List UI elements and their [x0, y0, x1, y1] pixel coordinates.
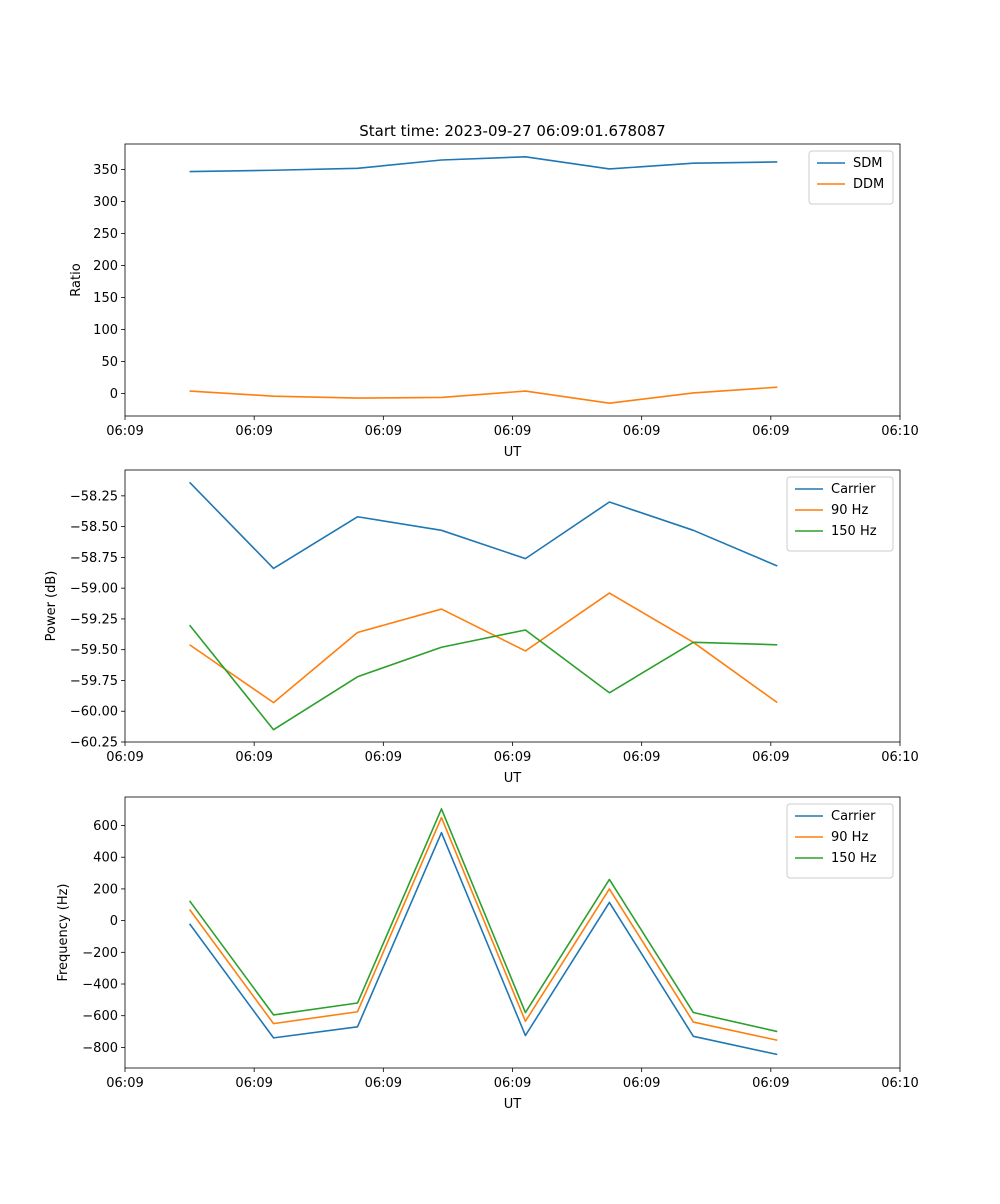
y-tick-label: 0 [110, 387, 118, 402]
series-line-150-hz [188, 808, 778, 1033]
y-tick-label: −800 [82, 1041, 118, 1056]
y-tick-label: 100 [93, 323, 118, 338]
y-tick-label: −200 [82, 946, 118, 961]
y-tick-label: −400 [82, 978, 118, 993]
legend: SDM DDM [808, 150, 894, 205]
x-axis-label: UT [504, 771, 522, 786]
y-tick-label: −59.75 [70, 674, 118, 689]
legend-entry: 150 Hz [831, 851, 877, 866]
y-tick-label: 0 [110, 914, 118, 929]
series-line-carrier [189, 481, 778, 570]
x-tick-label: 06:09 [752, 750, 789, 765]
series-line-carrier [188, 831, 778, 1056]
y-tick-label: 200 [93, 882, 118, 897]
axes-frame [124, 469, 901, 743]
y-tick-label: 150 [93, 291, 118, 306]
legend: Carrier 90 Hz 150 Hz [786, 476, 894, 552]
x-tick-label: 06:09 [106, 750, 143, 765]
x-tick-label: 06:09 [752, 424, 789, 439]
legend-entry: 90 Hz [831, 830, 868, 845]
x-tick-label: 06:09 [365, 750, 402, 765]
x-tick-label: 06:09 [494, 424, 531, 439]
x-axis-label: UT [504, 445, 522, 460]
x-tick-label: 06:10 [881, 424, 918, 439]
y-tick-label: −58.50 [70, 520, 118, 535]
x-tick-label: 06:09 [494, 1076, 531, 1091]
y-tick-label: −59.25 [70, 612, 118, 627]
y-tick-label: −59.50 [70, 643, 118, 658]
x-axis-label: UT [504, 1097, 522, 1112]
legend-entry: 90 Hz [831, 503, 868, 518]
y-tick-label: −60.25 [70, 736, 118, 751]
legend-frame [786, 803, 894, 879]
axes-frame [124, 796, 901, 1069]
y-axis-label: Frequency (Hz) [56, 883, 71, 981]
subplot-3: 06:09 06:09 06:09 06:09 06:09 06:09 06:10 −800 −… [56, 796, 919, 1112]
y-tick-label: 400 [93, 851, 118, 866]
legend-entry: Carrier [831, 809, 876, 824]
y-tick-label: 250 [93, 227, 118, 242]
x-tick-label: 06:09 [494, 750, 531, 765]
x-tick-label: 06:09 [235, 424, 272, 439]
axes-frame [124, 143, 901, 417]
x-tick-label: 06:09 [623, 424, 660, 439]
legend-frame [786, 476, 894, 552]
legend: Carrier 90 Hz 150 Hz [786, 803, 894, 879]
y-axis-label: Power (dB) [44, 571, 59, 642]
subplot-2: 06:09 06:09 06:09 06:09 06:09 06:09 06:10 −60.2… [44, 469, 919, 786]
series-line-90-hz [188, 816, 778, 1042]
chart-title: Start time: 2023-09-27 06:09:01.678087 [359, 122, 665, 140]
series-line-90-hz [189, 592, 778, 704]
legend-frame [808, 150, 894, 205]
y-tick-label: −600 [82, 1009, 118, 1024]
x-tick-label: 06:09 [623, 750, 660, 765]
y-tick-label: 350 [93, 163, 118, 178]
subplot-1: Start time: 2023-09-27 06:09:01.678087 06… [69, 122, 919, 460]
y-tick-label: 600 [93, 819, 118, 834]
legend-entry: Carrier [831, 482, 876, 497]
x-tick-label: 06:09 [106, 424, 143, 439]
x-tick-label: 06:10 [881, 750, 918, 765]
y-tick-label: 50 [101, 355, 118, 370]
y-tick-label: −59.00 [70, 582, 118, 597]
y-tick-label: 300 [93, 195, 118, 210]
y-tick-label: −58.25 [70, 489, 118, 504]
x-tick-label: 06:09 [235, 1076, 272, 1091]
x-tick-label: 06:09 [235, 750, 272, 765]
y-tick-label: −60.00 [70, 705, 118, 720]
legend-entry: SDM [853, 156, 882, 171]
legend-entry: 150 Hz [831, 524, 877, 539]
x-tick-label: 06:09 [752, 1076, 789, 1091]
y-axis-label: Ratio [69, 263, 84, 296]
x-tick-label: 06:09 [365, 1076, 402, 1091]
y-tick-label: 200 [93, 259, 118, 274]
y-tick-label: −58.75 [70, 551, 118, 566]
series-line-150-hz [188, 624, 778, 731]
x-tick-label: 06:09 [106, 1076, 143, 1091]
legend-entry: DDM [853, 177, 884, 192]
series-line-sdm [189, 156, 778, 173]
x-tick-label: 06:09 [365, 424, 402, 439]
x-tick-label: 06:09 [623, 1076, 660, 1091]
series-line-ddm [189, 386, 778, 405]
x-tick-label: 06:10 [881, 1076, 918, 1091]
